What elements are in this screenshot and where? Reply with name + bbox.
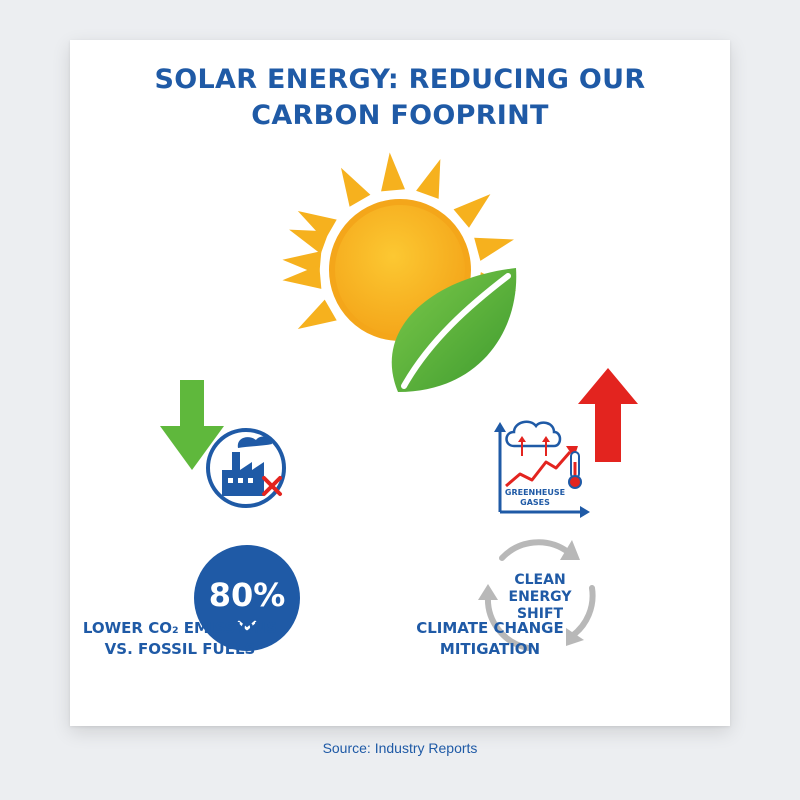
greenhouse-label-line-1: GREENHEUSE — [505, 488, 565, 497]
sun-ray — [297, 299, 337, 329]
emissions-stat-badge: 80% — [194, 545, 300, 651]
source-note: Source: Industry Reports — [322, 740, 478, 756]
mitigation-caption-line-2: MITIGATION — [439, 640, 541, 658]
factory-icon — [206, 428, 286, 508]
up-arrow-icon — [578, 368, 638, 462]
cycle-text-line-2: ENERGY — [509, 589, 573, 605]
greenhouse-label-line-2: GASES — [520, 498, 550, 507]
sun-ray — [282, 265, 322, 289]
down-arrow-icon — [160, 380, 224, 470]
cycle-text-line-1: CLEAN — [514, 572, 565, 588]
page-title: SOLAR ENERGY: REDUCING OUR CARBON FOOPRI… — [70, 62, 730, 134]
stat-value: 80% — [209, 576, 286, 614]
emissions-caption: LOWER CO₂ EMISSIONS VS. FOSSIL FUELS — [60, 618, 300, 660]
chevron-down-icon — [237, 620, 257, 631]
sun-ray — [416, 159, 441, 199]
title-line-2: CARBON FOOPRINT — [251, 100, 549, 131]
emissions-caption-line-1: LOWER CO₂ EMISSIONS — [82, 619, 278, 637]
title-line-1: SOLAR ENERGY: REDUCING OUR — [154, 64, 646, 95]
emissions-caption-line-2: VS. FOSSIL FUELS — [104, 640, 256, 658]
sun-ray — [453, 194, 491, 228]
mitigation-caption: CLIMATE CHANGE MITIGATION — [380, 618, 600, 660]
cross-icon — [262, 476, 282, 496]
sun-ray — [381, 152, 405, 192]
cloud-icon — [505, 420, 562, 456]
cycle-arrows-icon: CLEAN ENERGY SHIFT — [478, 539, 596, 651]
greenhouse-chart-icon: GREENHEUSE GASES — [494, 420, 590, 518]
leaf-icon — [391, 268, 517, 392]
sun-ray — [474, 237, 514, 261]
thermometer-icon — [568, 451, 582, 489]
sun-ray — [289, 229, 329, 254]
cycle-text-line-3: SHIFT — [517, 606, 564, 622]
sun-ray — [341, 167, 371, 207]
mitigation-caption-line-1: CLIMATE CHANGE — [416, 619, 564, 637]
